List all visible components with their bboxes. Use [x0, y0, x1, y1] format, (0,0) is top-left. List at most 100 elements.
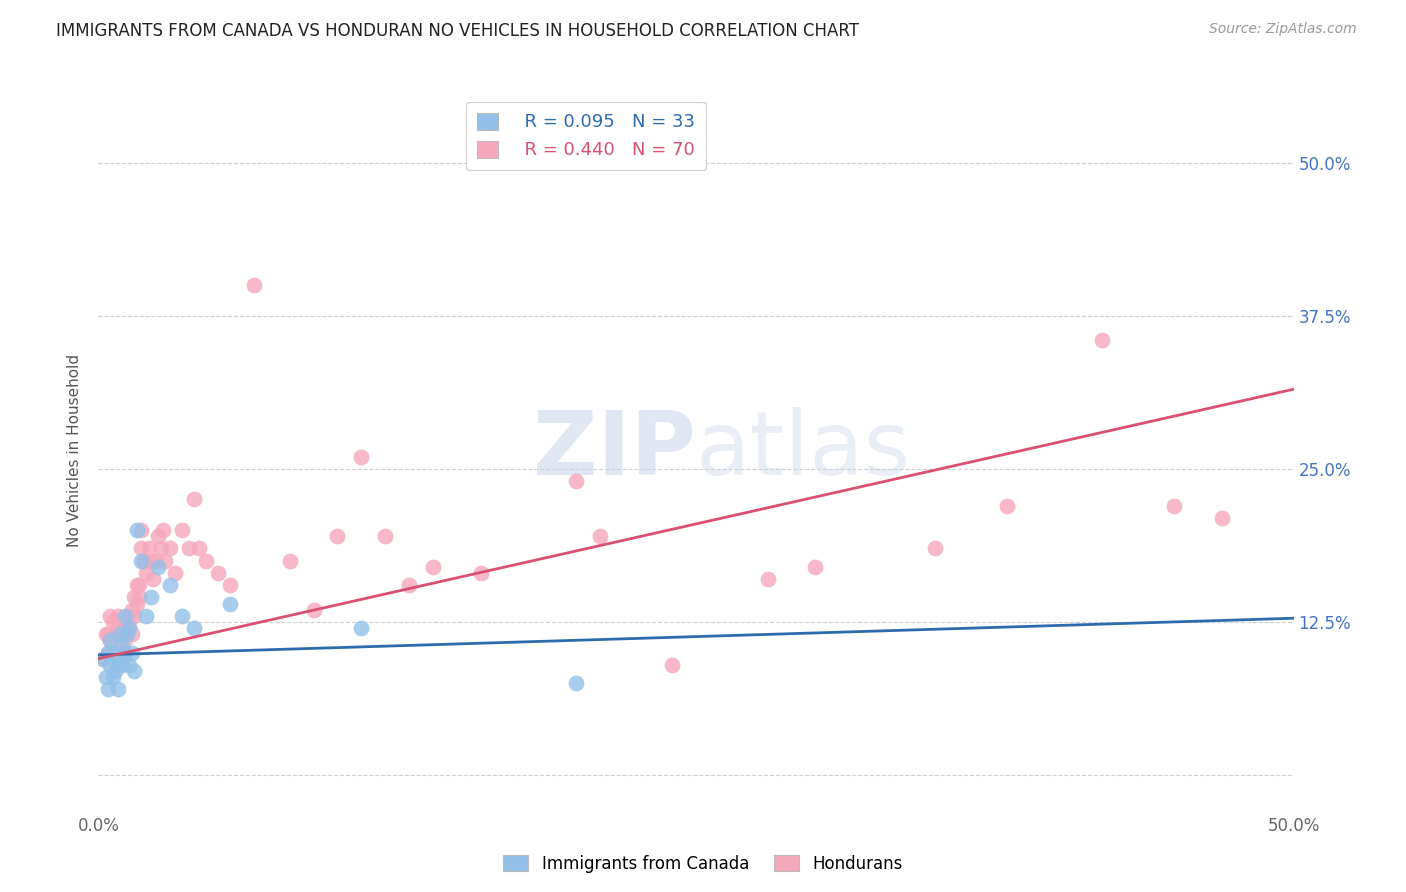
Point — [118, 621, 141, 635]
Point — [183, 492, 205, 507]
Point — [104, 664, 127, 678]
Point — [118, 657, 141, 672]
Point — [589, 529, 612, 543]
Point — [172, 523, 194, 537]
Point — [565, 474, 588, 488]
Point — [219, 578, 242, 592]
Point — [195, 554, 218, 568]
Point — [118, 621, 141, 635]
Point — [114, 646, 136, 660]
Point — [243, 278, 266, 293]
Point — [278, 554, 301, 568]
Point — [159, 541, 181, 556]
Point — [148, 559, 170, 574]
Point — [148, 529, 170, 543]
Point — [94, 627, 117, 641]
Point — [756, 572, 779, 586]
Point — [128, 578, 150, 592]
Point — [152, 523, 174, 537]
Point — [121, 627, 143, 641]
Point — [155, 554, 177, 568]
Point — [98, 657, 122, 672]
Text: atlas: atlas — [696, 407, 911, 494]
Point — [101, 646, 124, 660]
Point — [207, 566, 229, 580]
Point — [108, 651, 131, 665]
Point — [135, 566, 157, 580]
Point — [101, 615, 124, 629]
Point — [302, 602, 325, 616]
Point — [115, 627, 138, 641]
Point — [124, 608, 146, 623]
Point — [114, 621, 136, 635]
Point — [97, 682, 120, 697]
Point — [108, 627, 131, 641]
Point — [142, 572, 165, 586]
Text: ZIP: ZIP — [533, 407, 696, 494]
Point — [125, 523, 148, 537]
Point — [124, 591, 146, 605]
Point — [128, 591, 150, 605]
Point — [131, 541, 153, 556]
Point — [114, 608, 136, 623]
Point — [219, 597, 242, 611]
Point — [565, 676, 588, 690]
Point — [108, 646, 131, 660]
Point — [1091, 333, 1114, 347]
Point — [114, 633, 136, 648]
Text: Source: ZipAtlas.com: Source: ZipAtlas.com — [1209, 22, 1357, 37]
Point — [111, 646, 134, 660]
Point — [131, 523, 153, 537]
Point — [91, 651, 114, 665]
Point — [104, 646, 127, 660]
Point — [995, 499, 1018, 513]
Point — [107, 657, 129, 672]
Point — [149, 541, 172, 556]
Point — [115, 627, 138, 641]
Point — [183, 621, 205, 635]
Point — [97, 646, 120, 660]
Point — [159, 578, 181, 592]
Point — [101, 670, 124, 684]
Point — [172, 608, 194, 623]
Point — [121, 602, 143, 616]
Point — [107, 608, 129, 623]
Point — [163, 566, 186, 580]
Point — [350, 621, 373, 635]
Point — [350, 450, 373, 464]
Point — [115, 615, 138, 629]
Point — [104, 627, 127, 641]
Point — [470, 566, 492, 580]
Point — [121, 646, 143, 660]
Point — [924, 541, 946, 556]
Point — [98, 633, 122, 648]
Point — [111, 640, 134, 654]
Y-axis label: No Vehicles in Household: No Vehicles in Household — [67, 354, 83, 547]
Point — [398, 578, 420, 592]
Point — [118, 608, 141, 623]
Point — [97, 627, 120, 641]
Point — [179, 541, 201, 556]
Point — [91, 651, 114, 665]
Point — [111, 657, 134, 672]
Point — [1163, 499, 1185, 513]
Point — [661, 657, 683, 672]
Point — [125, 597, 148, 611]
Point — [187, 541, 209, 556]
Point — [111, 627, 134, 641]
Point — [107, 682, 129, 697]
Point — [97, 646, 120, 660]
Point — [139, 554, 162, 568]
Text: IMMIGRANTS FROM CANADA VS HONDURAN NO VEHICLES IN HOUSEHOLD CORRELATION CHART: IMMIGRANTS FROM CANADA VS HONDURAN NO VE… — [56, 22, 859, 40]
Point — [145, 554, 167, 568]
Legend:   R = 0.095   N = 33,   R = 0.440   N = 70: R = 0.095 N = 33, R = 0.440 N = 70 — [465, 102, 706, 170]
Point — [138, 541, 160, 556]
Point — [125, 578, 148, 592]
Point — [98, 608, 122, 623]
Point — [107, 621, 129, 635]
Point — [804, 559, 827, 574]
Point — [124, 664, 146, 678]
Point — [108, 627, 131, 641]
Point — [139, 591, 162, 605]
Point — [131, 554, 153, 568]
